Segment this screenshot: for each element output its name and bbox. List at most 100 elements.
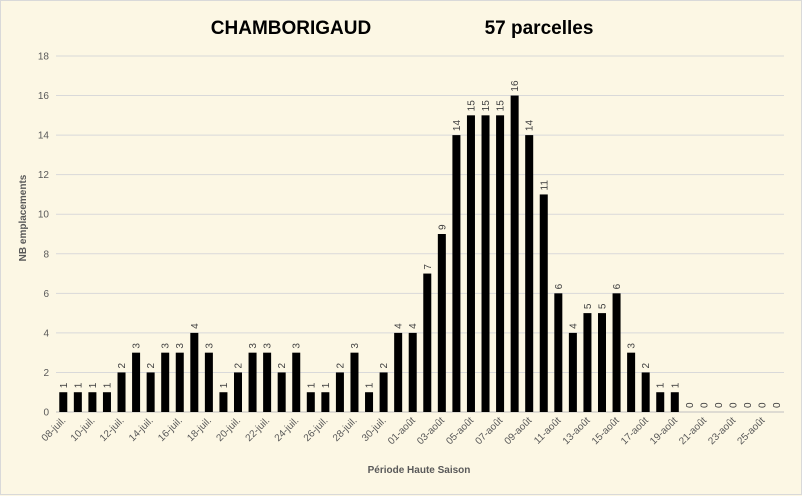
bar <box>350 352 359 412</box>
chart-subtitle: 57 parcelles <box>485 18 594 39</box>
x-axis-title: Période Haute Saison <box>368 465 471 476</box>
y-tick-label: 0 <box>43 408 49 419</box>
x-tick-label: 15-août <box>590 415 622 447</box>
y-axis-title: NB emplacements <box>18 174 29 261</box>
bar <box>496 115 505 412</box>
y-tick-label: 16 <box>38 91 50 102</box>
bar <box>146 372 155 412</box>
bar <box>248 352 257 412</box>
x-tick-label: 30-juil. <box>360 415 389 444</box>
x-tick-label: 23-août <box>706 415 738 447</box>
x-tick-label: 01-août <box>386 415 418 447</box>
bar <box>335 372 344 412</box>
chart-title: CHAMBORIGAUD <box>211 18 371 39</box>
bar <box>466 115 475 412</box>
x-tick-label: 05-août <box>444 415 476 447</box>
data-label: 1 <box>102 382 113 388</box>
bar <box>641 372 650 412</box>
data-label: 1 <box>321 382 332 388</box>
bar <box>627 352 636 412</box>
data-label: 14 <box>525 120 536 132</box>
data-label: 2 <box>117 362 128 368</box>
bar <box>437 234 446 412</box>
y-tick-label: 6 <box>43 289 49 300</box>
bar <box>204 352 213 412</box>
data-label: 0 <box>772 402 783 408</box>
bar <box>102 392 111 412</box>
x-tick-label: 28-juil. <box>331 415 360 444</box>
x-tick-label: 20-juil. <box>215 415 244 444</box>
data-label: 1 <box>59 382 70 388</box>
x-tick-label: 10-juil. <box>69 415 98 444</box>
bar <box>292 352 301 412</box>
y-tick-label: 10 <box>38 210 50 221</box>
x-tick-label: 26-juil. <box>302 415 331 444</box>
y-tick-label: 14 <box>38 131 50 142</box>
bar <box>452 135 461 412</box>
bar <box>481 115 490 412</box>
bar <box>190 332 199 412</box>
data-label: 3 <box>175 343 186 349</box>
data-label: 3 <box>627 343 638 349</box>
data-label: 1 <box>88 382 99 388</box>
x-tick-label: 18-juil. <box>185 415 214 444</box>
data-label: 3 <box>292 343 303 349</box>
data-label: 3 <box>263 343 274 349</box>
data-label: 0 <box>758 402 769 408</box>
bar <box>219 392 228 412</box>
data-label: 14 <box>452 120 463 132</box>
x-axis-ticks: 08-juil. 10-juil. 12-juil. 14-juil. 16-juil.… <box>40 415 768 447</box>
y-axis-ticks: 0 2 4 6 8 10 12 14 16 18 <box>38 52 50 419</box>
x-tick-label: 17-août <box>619 415 651 447</box>
data-label: 4 <box>408 323 419 329</box>
data-label: 15 <box>496 100 507 112</box>
bar <box>583 313 592 412</box>
data-label: 15 <box>481 100 492 112</box>
data-label: 16 <box>510 80 521 92</box>
y-tick-label: 4 <box>43 328 49 339</box>
data-label: 6 <box>612 283 623 289</box>
bar <box>88 392 97 412</box>
bar <box>525 135 534 412</box>
x-tick-label: 19-août <box>648 415 680 447</box>
x-tick-label: 12-juil. <box>98 415 127 444</box>
data-label: 2 <box>277 362 288 368</box>
x-tick-label: 11-août <box>532 415 563 446</box>
bars <box>59 95 679 413</box>
data-label: 2 <box>146 362 157 368</box>
bar <box>277 372 286 412</box>
x-tick-label: 08-juil. <box>40 415 69 444</box>
bar <box>233 372 243 412</box>
data-label: 1 <box>73 382 84 388</box>
bar <box>59 392 68 412</box>
data-label: 15 <box>466 100 477 112</box>
data-label: 0 <box>714 402 725 408</box>
data-label: 3 <box>248 343 259 349</box>
y-tick-label: 2 <box>43 368 49 379</box>
x-tick-label: 16-juil. <box>156 415 185 444</box>
bar <box>423 273 432 412</box>
bar <box>670 392 679 412</box>
bar <box>73 392 82 412</box>
bar <box>306 392 315 412</box>
data-label: 2 <box>641 362 652 368</box>
bar <box>263 352 272 412</box>
bar <box>656 392 665 412</box>
data-label: 6 <box>554 283 565 289</box>
x-tick-label: 25-août <box>736 415 768 447</box>
x-tick-label: 14-juil. <box>127 415 156 444</box>
x-tick-label: 13-août <box>561 415 593 447</box>
bar <box>554 293 563 412</box>
y-tick-label: 12 <box>38 170 50 181</box>
data-label: 1 <box>219 382 230 388</box>
x-tick-label: 07-août <box>473 415 505 447</box>
data-label: 3 <box>350 343 361 349</box>
bar <box>175 352 184 412</box>
bar <box>161 352 170 412</box>
data-label: 1 <box>306 382 317 388</box>
data-label: 2 <box>234 362 245 368</box>
x-tick-label: 03-août <box>415 415 447 447</box>
data-label: 2 <box>379 362 390 368</box>
bar <box>510 95 519 413</box>
